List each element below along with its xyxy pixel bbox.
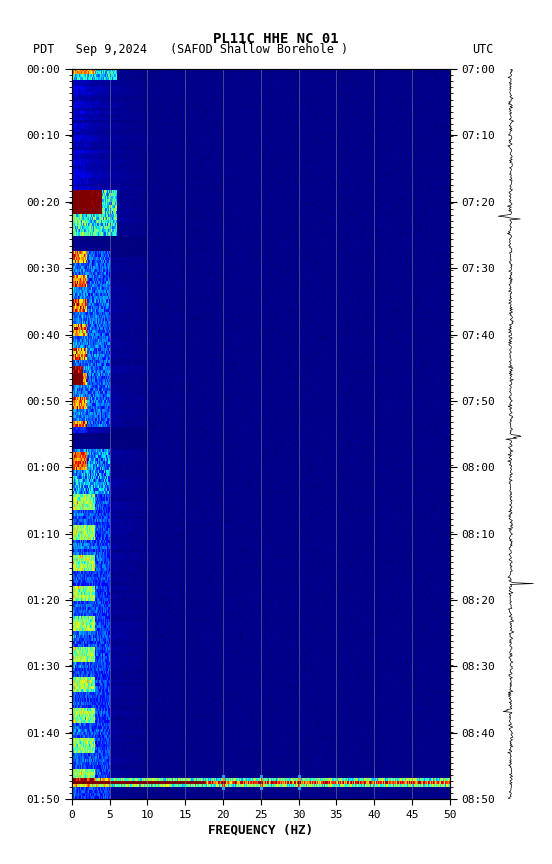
- Text: PL11C HHE NC 01: PL11C HHE NC 01: [213, 32, 339, 46]
- X-axis label: FREQUENCY (HZ): FREQUENCY (HZ): [208, 823, 314, 836]
- Text: (SAFOD Shallow Borehole ): (SAFOD Shallow Borehole ): [171, 42, 348, 56]
- Text: PDT   Sep 9,2024: PDT Sep 9,2024: [33, 42, 147, 56]
- Text: UTC: UTC: [473, 42, 493, 56]
